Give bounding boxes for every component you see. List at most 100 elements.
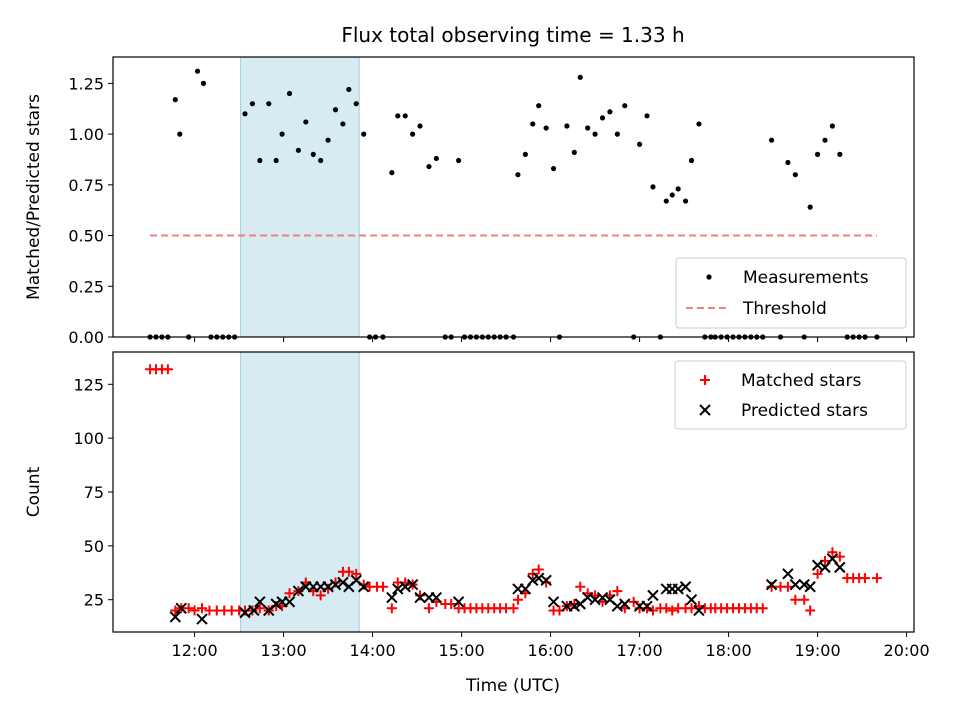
matched-star-point [757,603,768,614]
measurement-point [318,157,324,164]
measurement-point [636,141,643,147]
top-y-axis-label: Matched/Predicted stars [24,94,44,300]
measurement-point [814,151,821,157]
measurement-point [220,334,226,340]
measurement-point [622,103,628,109]
bottom-legend-box [674,360,907,430]
matched-star-point [512,594,523,605]
predicted-star-point [547,596,560,608]
measurement-point [718,334,724,340]
measurement-point [754,334,760,340]
measurement-point [346,86,352,93]
measurement-point [657,334,663,340]
measurement-point [214,334,220,340]
predicted-star-point [270,598,282,610]
top-y-tick-label: 0.00 [68,328,104,347]
measurement-point [614,131,620,137]
x-tick-label: 14:00 [350,641,396,660]
matched-star-point [446,599,457,609]
measurement-point [702,334,708,340]
matched-star-point [667,605,678,616]
measurement-point [389,170,395,176]
measurement-point [461,334,468,340]
measurement-point [448,334,454,340]
measurement-point [442,334,448,340]
measurement-point [257,157,263,164]
measurement-point [266,101,272,107]
measurement-point [760,334,766,340]
matched-star-point [782,581,793,592]
measurement-point [844,334,850,340]
measurement-point [456,157,462,164]
predicted-star-point [196,613,208,625]
measurement-point [724,334,730,340]
top-legend-box [675,257,907,329]
matched-star-point [834,551,845,562]
measurement-point [730,334,736,340]
matched-star-point [197,603,207,614]
x-tick-label: 19:00 [795,641,841,660]
bottom-y-tick-label: 50 [84,537,104,556]
matched-star-point [284,588,295,599]
measurement-point [226,334,232,340]
measurement-point [556,334,563,340]
measurement-point [433,155,439,162]
measurement-point [417,123,423,129]
predicted-star-point [357,581,370,593]
measurement-point [353,101,359,107]
matched-star-point [423,603,434,614]
x-tick-label: 15:00 [439,641,485,660]
measurement-point [395,113,401,119]
matched-star-point [343,566,354,577]
measurement-point [503,334,509,340]
matched-star-point [189,605,200,616]
measurement-point [200,80,207,86]
measurement-point [286,90,293,97]
matched-star-point [612,586,623,597]
measurement-point [585,125,591,131]
matched-star-point [508,603,519,614]
predicted-star-point [641,600,653,612]
measurement-point [669,192,675,198]
top-y-tick-label: 1.00 [68,125,104,144]
measurement-point [631,334,637,340]
x-axis-label: Time (UTC) [465,676,560,696]
measurement-point [675,186,681,192]
legend-threshold-label: Threshold [742,299,827,319]
measurement-point [543,125,549,131]
predicted-star-point [452,596,465,608]
legend-matched-label: Matched stars [741,371,861,391]
measurement-point [208,334,214,340]
measurement-point [663,198,669,204]
measurement-point [467,334,474,340]
measurement-point [295,147,302,153]
measurement-point [550,165,557,172]
matched-star-point [686,603,697,614]
matched-star-point [790,594,801,605]
matched-star-point [386,603,397,614]
top-y-tick-label: 0.25 [68,277,104,296]
top-y-tick-label: 0.50 [68,227,104,246]
matched-star-point [827,547,838,558]
legend-plus-marker [700,375,710,385]
measurement-point [310,151,316,157]
measurement-point [688,157,695,164]
predicted-star-point [239,606,251,619]
measurement-point [361,131,367,137]
measurement-point [194,68,201,74]
predicted-star-point [834,561,846,574]
matched-star-point [871,573,882,584]
x-tick-label: 20:00 [884,641,930,660]
predicted-star-point [789,578,802,591]
matched-star-point [183,603,194,614]
predicted-star-point [292,585,305,597]
matched-star-point [799,594,810,605]
matched-star-point [377,581,388,592]
matched-star-point [533,564,544,575]
measurement-point [856,334,862,340]
matched-star-point [805,605,816,616]
x-tick-label: 12:00 [172,641,218,660]
measurement-point [497,334,503,340]
